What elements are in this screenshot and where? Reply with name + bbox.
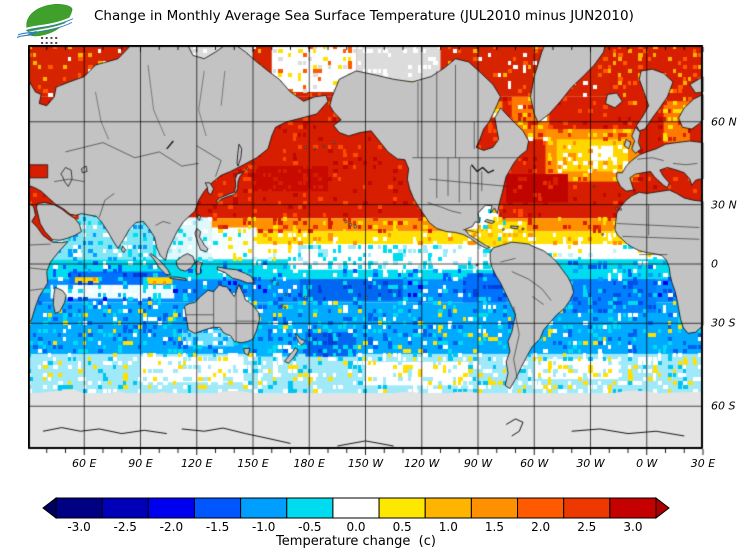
lon-label: 30 W — [576, 457, 605, 470]
colorbar-tick-label: 0.5 — [392, 520, 412, 534]
organization-logo-icon — [16, 4, 74, 38]
colorbar-tick-label: -2.5 — [113, 520, 137, 534]
lon-label: 120 W — [404, 457, 440, 470]
colorbar-right-arrow — [655, 497, 670, 520]
logo-caption-row1: ▪▪▪▪ — [40, 35, 60, 40]
lon-label: 30 E — [690, 457, 716, 470]
water-wave-1 — [17, 30, 38, 36]
lon-label: 90 W — [463, 457, 493, 470]
lon-label: 120 E — [181, 457, 213, 470]
world-sst-map — [28, 45, 705, 457]
colorbar-tick-label: -1.0 — [251, 520, 276, 534]
lat-label: 60 S — [711, 399, 736, 413]
colorbar-cell — [193, 497, 242, 519]
leaf-wave-1 — [25, 16, 74, 30]
lon-label: 90 E — [128, 457, 153, 470]
colorbar-cell — [55, 497, 103, 519]
leaf-wave-4 — [27, 21, 73, 35]
colorbar-cell — [101, 497, 149, 519]
lon-label: 60 E — [72, 457, 97, 470]
colorbar-cell — [470, 497, 519, 519]
lon-label: 180 E — [293, 457, 325, 470]
lon-label: 150 E — [237, 457, 269, 470]
colorbar-tick-label: -2.0 — [159, 520, 184, 534]
colorbar-cell — [286, 497, 334, 519]
colorbar-cell — [378, 497, 426, 519]
lon-label: 0 W — [636, 457, 658, 470]
colorbar-tick-label: -3.0 — [67, 520, 91, 534]
colorbar-tick-label: -1.5 — [205, 520, 230, 534]
colorbar — [42, 497, 670, 520]
colorbar-tick-label: 1.5 — [484, 520, 504, 534]
colorbar-tick-label: 2.5 — [577, 520, 597, 534]
colorbar-cell — [240, 497, 288, 519]
logo-caption-row2: ▪▪▪▪ — [40, 40, 60, 45]
colorbar-left-arrow — [42, 497, 57, 520]
colorbar-cell — [563, 497, 611, 519]
lat-label: 30 N — [711, 198, 737, 212]
colorbar-tick-label: 2.0 — [531, 520, 551, 534]
lat-label: 0 — [711, 257, 718, 271]
colorbar-caption: Temperature change (c) — [276, 534, 436, 549]
colorbar-tick-label: 3.0 — [623, 520, 643, 534]
colorbar-cell — [332, 497, 380, 519]
colorbar-tick-label: 1.0 — [438, 520, 458, 534]
colorbar-cell — [424, 497, 472, 519]
colorbar-cell — [517, 497, 565, 519]
colorbar-tick-label: -0.5 — [298, 520, 322, 534]
colorbar-tick-label: 0.0 — [346, 520, 366, 534]
colorbar-cell — [609, 497, 657, 519]
lon-label: 150 W — [347, 457, 384, 470]
lat-label: 30 S — [711, 316, 736, 330]
leaf-wave-2 — [25, 18, 74, 32]
colorbar-cell — [147, 497, 195, 519]
lat-label: 60 N — [711, 115, 737, 129]
lon-label: 60 W — [520, 457, 549, 470]
water-wave-2 — [16, 33, 36, 38]
logo-caption: ▪▪▪▪ ▪▪▪▪ — [28, 35, 72, 45]
page-title: Change in Monthly Average Sea Surface Te… — [94, 8, 634, 24]
